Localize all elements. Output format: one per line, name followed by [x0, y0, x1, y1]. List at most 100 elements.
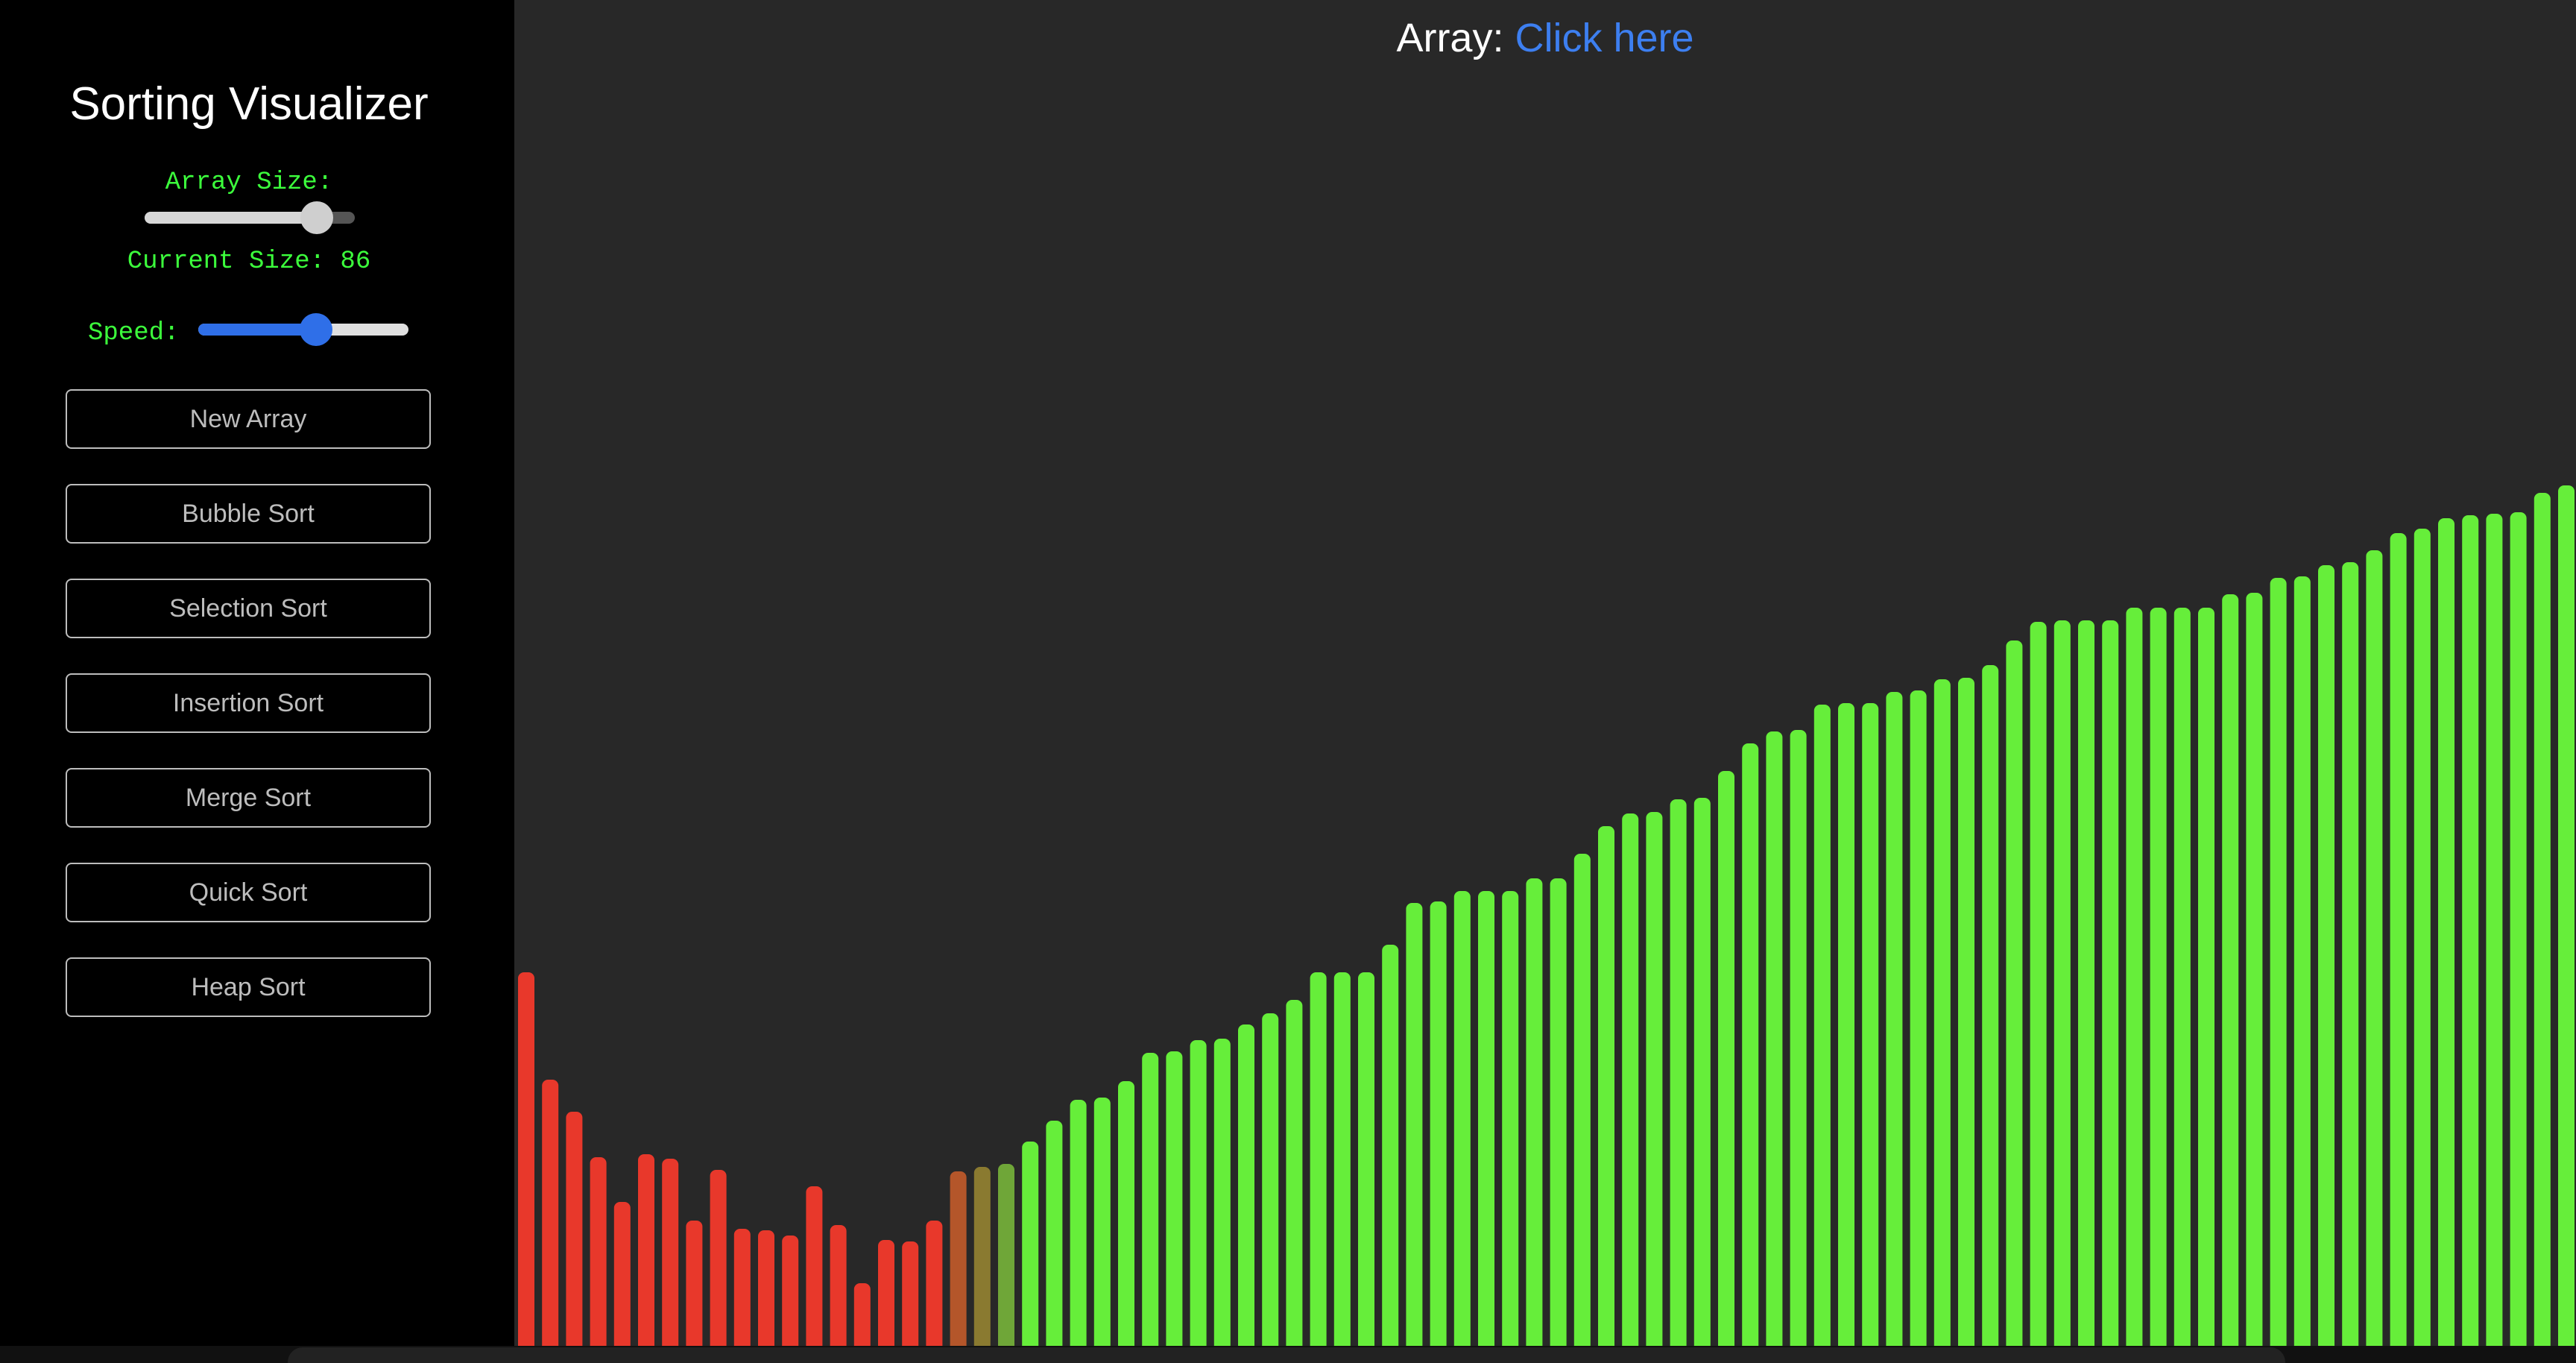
- array-bar: [2318, 565, 2334, 1346]
- array-bar: [2006, 640, 2023, 1346]
- array-bar: [1093, 1098, 1111, 1346]
- array-bar: [1046, 1121, 1063, 1346]
- array-bar: [1838, 703, 1854, 1346]
- insertion-sort-button[interactable]: Insertion Sort: [66, 673, 431, 733]
- array-bar: [1573, 854, 1591, 1346]
- array-size-slider-thumb[interactable]: [300, 201, 334, 234]
- array-bar: [2246, 593, 2263, 1346]
- array-bar: [613, 1202, 631, 1346]
- speed-slider[interactable]: [198, 313, 408, 346]
- array-bar: [2150, 608, 2167, 1346]
- array-bar: [2366, 550, 2383, 1346]
- array-bar: [1693, 798, 1711, 1346]
- array-bar: [1478, 891, 1494, 1346]
- array-bar: [542, 1080, 559, 1346]
- array-bar: [2510, 512, 2527, 1346]
- array-bar: [662, 1159, 679, 1346]
- bubble-sort-button[interactable]: Bubble Sort: [66, 484, 431, 544]
- array-bar: [2078, 620, 2094, 1346]
- array-bar: [1310, 972, 1327, 1346]
- array-bar: [1213, 1039, 1231, 1346]
- array-bar: [1550, 878, 1567, 1346]
- array-bar: [1190, 1040, 1207, 1346]
- merge-sort-button[interactable]: Merge Sort: [66, 768, 431, 828]
- array-bar: [518, 972, 534, 1346]
- array-bar: [1933, 679, 1951, 1346]
- selection-sort-button[interactable]: Selection Sort: [66, 579, 431, 638]
- sidebar: Sorting Visualizer Array Size: Current S…: [0, 0, 514, 1346]
- array-prefix: Array:: [1396, 16, 1504, 60]
- speed-slider-fill: [198, 324, 316, 336]
- array-bar: [1430, 901, 1447, 1346]
- array-bar: [1333, 972, 1351, 1346]
- array-bar: [1622, 813, 1639, 1346]
- array-bar: [1382, 945, 1399, 1346]
- array-bar: [1142, 1053, 1159, 1346]
- array-bar: [1406, 903, 1423, 1346]
- visualizer-area: Array: Click here: [514, 0, 2576, 1346]
- heap-sort-button[interactable]: Heap Sort: [66, 957, 431, 1017]
- current-size-label: Current Size: 86: [127, 248, 371, 276]
- array-bar: [2486, 514, 2503, 1346]
- array-bar: [758, 1230, 774, 1346]
- array-bar: [1670, 799, 1687, 1346]
- bottom-edge: [0, 1346, 2576, 1363]
- array-bars-chart: [518, 485, 2575, 1346]
- array-size-slider-fill: [145, 212, 318, 224]
- array-bar: [1070, 1100, 1087, 1346]
- array-bar: [710, 1170, 727, 1346]
- array-bar: [2558, 485, 2575, 1346]
- array-bar: [1262, 1013, 1279, 1346]
- array-bar: [1502, 891, 1519, 1346]
- array-bar: [1862, 703, 1879, 1346]
- array-bar: [2053, 620, 2071, 1346]
- array-bar: [2102, 620, 2119, 1346]
- array-size-slider[interactable]: [145, 201, 355, 234]
- array-bar: [2222, 594, 2239, 1346]
- dock-bar: [288, 1347, 2285, 1363]
- array-bar: [1453, 891, 1471, 1346]
- app-title: Sorting Visualizer: [69, 78, 429, 130]
- array-bar: [1118, 1081, 1134, 1346]
- array-bar: [1718, 771, 1734, 1346]
- array-bar: [782, 1235, 799, 1346]
- array-bar: [878, 1240, 894, 1346]
- array-bar: [926, 1221, 943, 1346]
- array-bar: [1646, 812, 1663, 1346]
- speed-label: Speed:: [88, 319, 180, 347]
- array-bar: [2126, 608, 2143, 1346]
- new-array-button[interactable]: New Array: [66, 389, 431, 449]
- array-bar: [1526, 878, 1543, 1346]
- array-bar: [2174, 608, 2191, 1346]
- array-bar: [638, 1154, 654, 1346]
- array-bar: [830, 1225, 847, 1346]
- array-bar: [1238, 1024, 1254, 1346]
- array-bar: [2390, 533, 2407, 1346]
- array-bar: [2198, 608, 2214, 1346]
- array-bar: [2270, 578, 2287, 1346]
- quick-sort-button[interactable]: Quick Sort: [66, 863, 431, 922]
- array-bar: [1790, 730, 1807, 1346]
- array-bar: [1982, 665, 1999, 1346]
- array-bar: [1166, 1051, 1183, 1346]
- array-bar: [2462, 515, 2479, 1346]
- array-bar: [733, 1229, 751, 1346]
- array-bar: [950, 1171, 967, 1346]
- array-bar: [566, 1112, 583, 1346]
- array-bar: [1958, 678, 1974, 1346]
- array-bar: [1286, 1000, 1303, 1346]
- array-bar: [2342, 562, 2359, 1346]
- array-bar: [1766, 731, 1783, 1346]
- speed-slider-thumb[interactable]: [299, 313, 332, 346]
- array-header: Array: Click here: [514, 15, 2576, 61]
- array-click-here-link[interactable]: Click here: [1515, 16, 1694, 60]
- array-bar: [2438, 518, 2455, 1346]
- array-size-label: Array Size:: [165, 169, 333, 197]
- array-bar: [1910, 690, 1927, 1346]
- array-bar: [1022, 1142, 1039, 1346]
- array-bar: [686, 1221, 703, 1346]
- array-bar: [1358, 972, 1374, 1346]
- array-bar: [2534, 493, 2551, 1346]
- array-bar: [2294, 576, 2311, 1346]
